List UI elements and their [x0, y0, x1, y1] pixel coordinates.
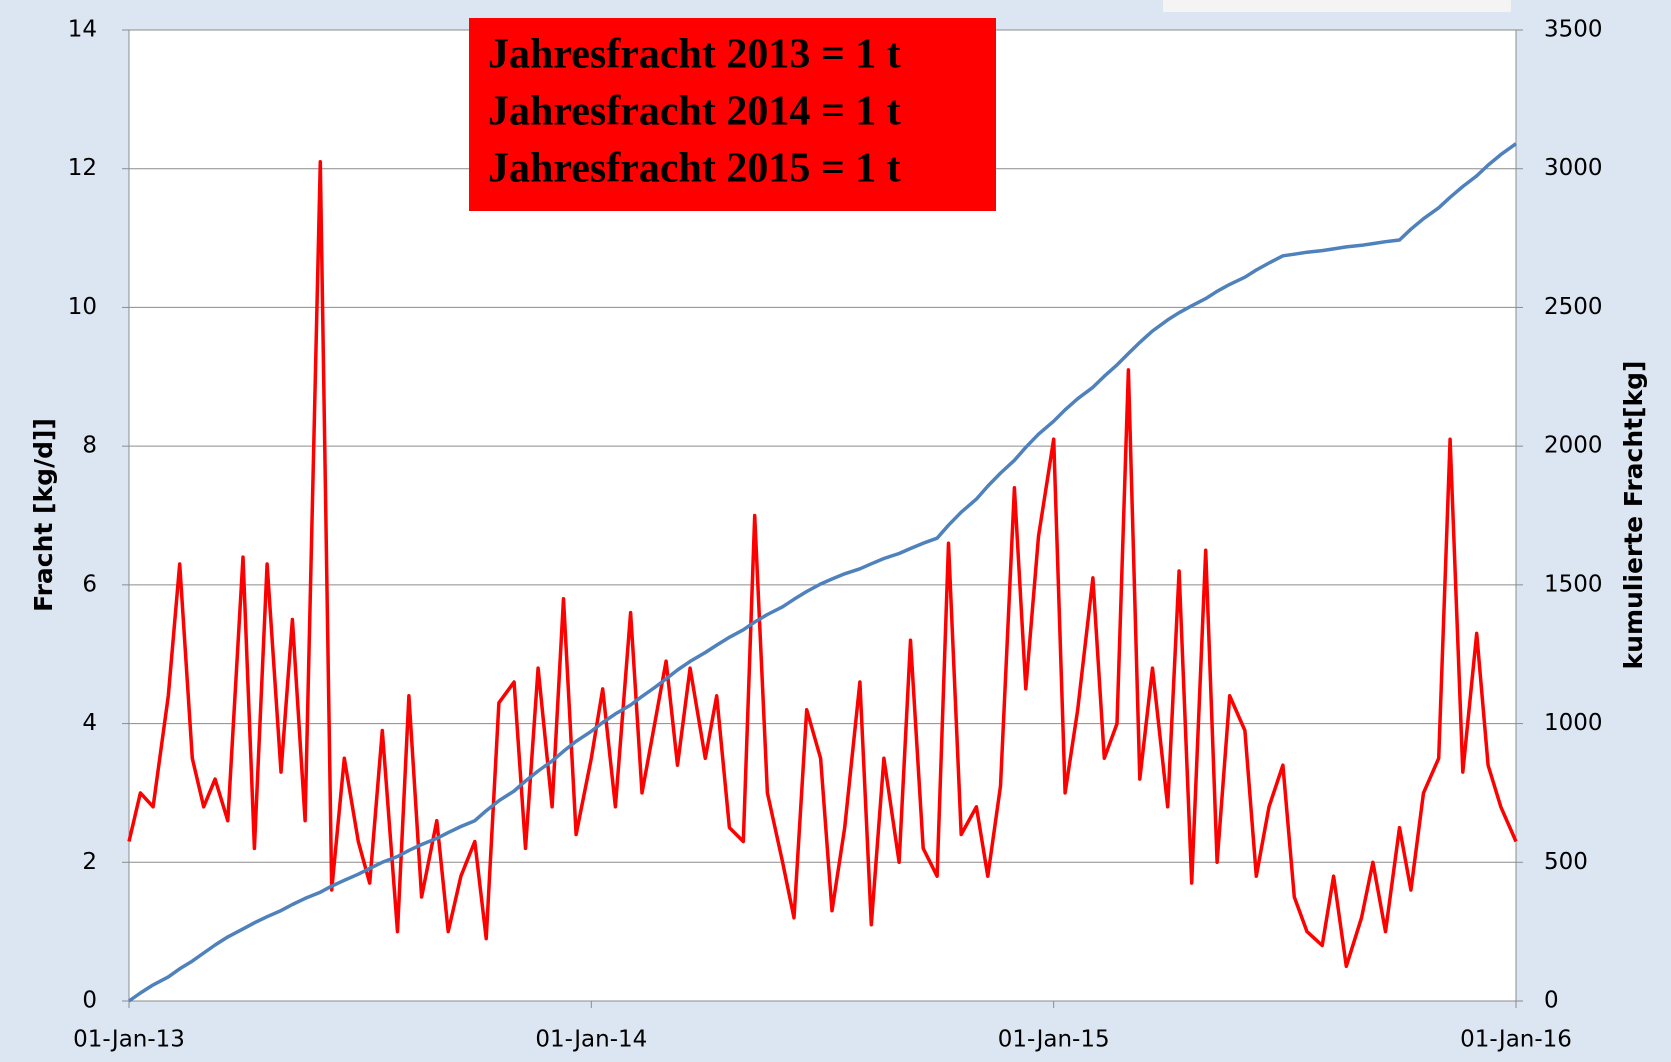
y2-tick-label: 1500: [1544, 571, 1603, 597]
y2-tick-label: 500: [1544, 849, 1588, 875]
x-tick-label: 01-Jan-15: [998, 1027, 1110, 1053]
y2-tick-label: 3500: [1544, 17, 1603, 43]
y-tick-label: 12: [68, 155, 97, 181]
y2-tick-label: 1000: [1544, 710, 1603, 736]
annotation: Jahresfracht 2015 = 1 t: [488, 146, 901, 192]
x-tick-label: 01-Jan-16: [1460, 1027, 1572, 1053]
y2-tick-label: 3000: [1544, 155, 1603, 181]
y-tick-label: 0: [82, 988, 97, 1014]
y-tick-label: 6: [82, 571, 97, 597]
y-tick-label: 8: [82, 433, 97, 459]
x-tick-label: 01-Jan-13: [73, 1027, 185, 1053]
y-axis-label: Fracht [kg/d]]: [29, 418, 58, 612]
y-tick-label: 2: [82, 849, 97, 875]
annotation: Jahresfracht 2013 = 1 t: [488, 32, 901, 78]
y2-tick-label: 2500: [1544, 294, 1603, 320]
y-tick-label: 4: [82, 710, 97, 736]
y-tick-label: 14: [68, 17, 97, 43]
y2-tick-label: 2000: [1544, 433, 1603, 459]
y2-tick-label: 0: [1544, 988, 1559, 1014]
annotation: Jahresfracht 2014 = 1 t: [488, 89, 901, 135]
y-tick-label: 10: [68, 294, 97, 320]
image-fragment: [1163, 0, 1511, 12]
y2-axis-label: kumulierte Fracht[kg]: [1619, 361, 1648, 670]
chart: Jahresfracht 2013 = 1 t Jahresfracht 201…: [0, 0, 1671, 1062]
x-tick-label: 01-Jan-14: [535, 1027, 647, 1053]
